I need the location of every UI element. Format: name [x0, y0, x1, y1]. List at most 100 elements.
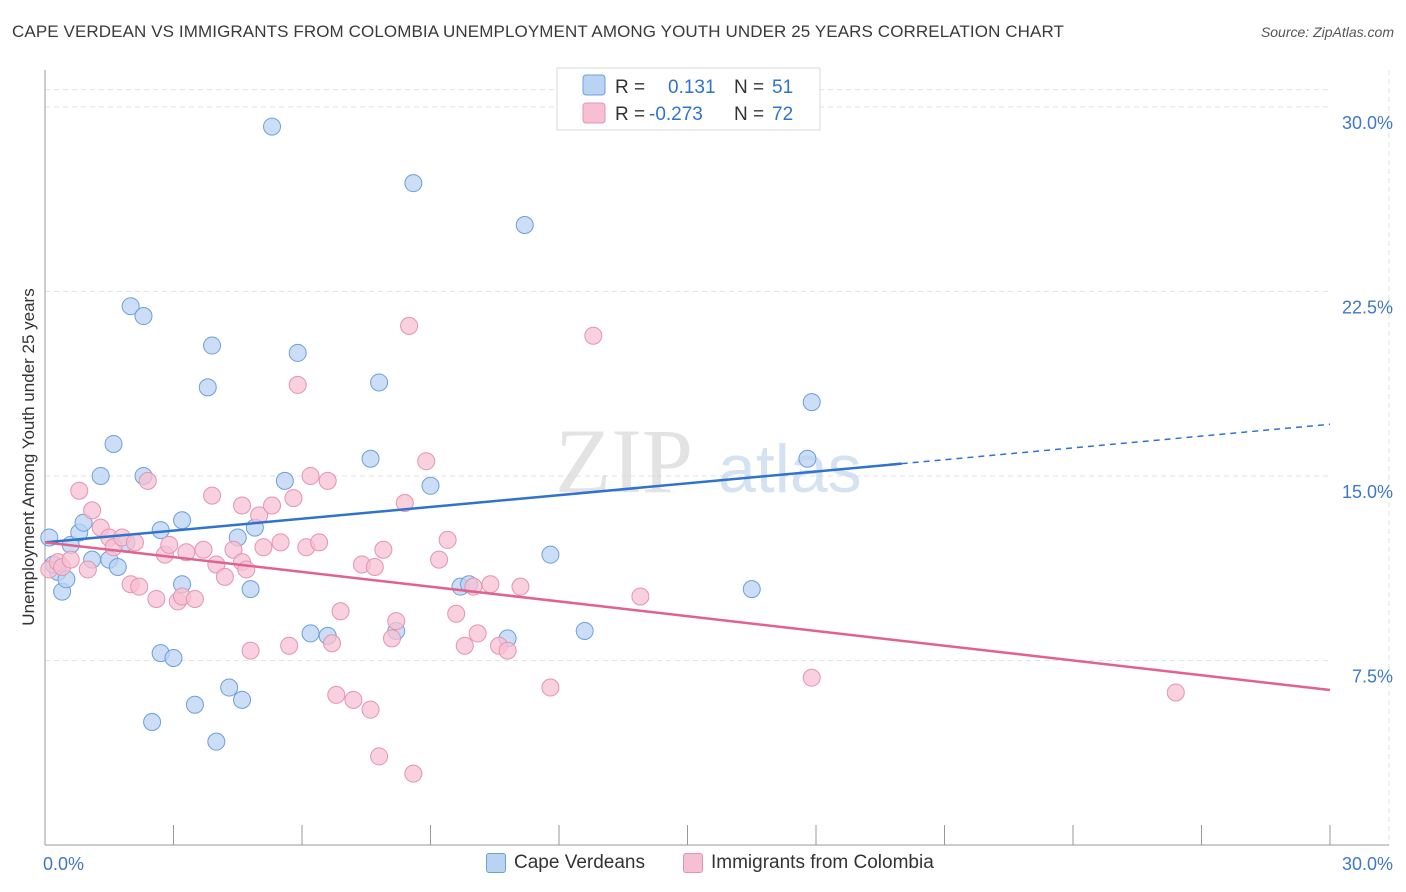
- colombia-point: [374, 540, 393, 559]
- cape-verdean-point: [91, 466, 110, 485]
- series-legend: Cape Verdeans Immigrants from Colombia: [0, 852, 1406, 878]
- colombia-point: [254, 538, 273, 557]
- cape-verdean-point: [164, 649, 183, 668]
- x-tick-label-min: 0.0%: [43, 854, 84, 874]
- legend-n-label-2: N =: [734, 104, 764, 125]
- colombia-point: [1166, 683, 1185, 702]
- x-tick-label-max: 30.0%: [1342, 854, 1393, 874]
- y-tick-label: 7.5%: [1352, 666, 1393, 686]
- cape-verdean-point: [220, 678, 239, 697]
- legend-label-cape-verdeans: Cape Verdeans: [514, 852, 645, 873]
- colombia-point: [511, 577, 530, 596]
- watermark: ZIP atlas: [555, 410, 862, 512]
- colombia-point: [417, 452, 436, 471]
- cape-verdean-point: [121, 297, 140, 316]
- cape-verdean-point: [361, 449, 380, 468]
- cape-verdeans-swatch: [486, 853, 506, 873]
- colombia-trend-line: [44, 541, 1331, 692]
- colombia-point: [125, 533, 144, 552]
- cape-verdean-point: [275, 471, 294, 490]
- colombia-point: [631, 587, 650, 606]
- cape-verdean-point: [108, 557, 127, 576]
- cape-verdean-point: [134, 307, 153, 326]
- y-tick-label: 22.5%: [1342, 297, 1393, 317]
- colombia-point: [395, 494, 414, 513]
- colombia-point: [271, 533, 290, 552]
- colombia-point: [438, 530, 457, 549]
- colombia-point: [147, 589, 166, 608]
- colombia-point: [481, 575, 500, 594]
- colombia-point: [430, 550, 449, 569]
- axis-layer: 7.5% 15.0% 22.5% 30.0% 0.0% 30.0%: [43, 70, 1393, 874]
- colombia-point: [498, 641, 517, 660]
- colombia-swatch: [683, 853, 703, 873]
- points-layer: [40, 117, 1185, 783]
- cape-verdean-point: [263, 117, 282, 136]
- cape-verdean-point: [74, 513, 93, 532]
- trend-layer: [44, 423, 1331, 692]
- colombia-point: [185, 589, 204, 608]
- legend-r-value-2: -0.273: [649, 104, 703, 125]
- cape-verdean-point: [198, 378, 217, 397]
- legend-swatch-blue: [582, 74, 606, 96]
- colombia-point: [160, 535, 179, 554]
- cape-verdean-point: [370, 373, 389, 392]
- colombia-point: [387, 612, 406, 631]
- watermark-zip: ZIP: [555, 410, 693, 512]
- colombia-point: [404, 764, 423, 783]
- cape-verdean-point: [241, 580, 260, 599]
- grid-layer: [45, 70, 1390, 845]
- colombia-point: [447, 604, 466, 623]
- cape-verdean-point: [104, 434, 123, 453]
- legend-item-cape-verdeans: Cape Verdeans: [486, 852, 645, 874]
- legend-r-label-1: R =: [615, 77, 645, 98]
- colombia-point: [331, 602, 350, 621]
- colombia-point: [194, 540, 213, 559]
- colombia-point: [310, 533, 329, 552]
- colombia-point: [365, 557, 384, 576]
- colombia-point: [70, 481, 89, 500]
- cape-verdean-point: [742, 580, 761, 599]
- colombia-point: [203, 486, 222, 505]
- cape-verdean-point: [207, 732, 226, 751]
- colombia-point: [61, 550, 80, 569]
- colombia-point: [207, 555, 226, 574]
- colombia-point: [584, 326, 603, 345]
- cape-verdean-point: [301, 624, 320, 643]
- colombia-point: [301, 466, 320, 485]
- colombia-point: [138, 471, 157, 490]
- colombia-point: [241, 641, 260, 660]
- colombia-point: [370, 747, 389, 766]
- legend-item-colombia: Immigrants from Colombia: [683, 852, 934, 874]
- cape-verdean-trend-extension: [901, 423, 1331, 465]
- legend-n-value-2: 72: [772, 104, 793, 125]
- cape-verdean-point: [404, 174, 423, 193]
- legend-r-value-1: 0.131: [668, 77, 716, 98]
- colombia-point: [400, 316, 419, 335]
- cape-verdean-point: [541, 545, 560, 564]
- cape-verdean-point: [288, 343, 307, 362]
- y-axis-label: Unemployment Among Youth under 25 years: [19, 288, 38, 625]
- colombia-point: [224, 540, 243, 559]
- colombia-point: [130, 577, 149, 596]
- colombia-point: [78, 560, 97, 579]
- colombia-point: [284, 489, 303, 508]
- colombia-point: [802, 668, 821, 687]
- cape-verdean-point: [173, 511, 192, 530]
- cape-verdean-point: [185, 695, 204, 714]
- colombia-point: [468, 624, 487, 643]
- y-tick-label: 30.0%: [1342, 113, 1393, 133]
- cape-verdean-point: [802, 393, 821, 412]
- colombia-point: [327, 685, 346, 704]
- colombia-point: [83, 501, 102, 520]
- cape-verdean-trend-line: [44, 462, 902, 544]
- correlation-legend: R = 0.131 N = 51 R = -0.273 N = 72: [556, 67, 821, 131]
- chart-title: CAPE VERDEAN VS IMMIGRANTS FROM COLOMBIA…: [12, 22, 1065, 41]
- source-credit: Source: ZipAtlas.com: [1260, 24, 1394, 40]
- legend-r-label-2: R =: [615, 104, 645, 125]
- colombia-point: [361, 700, 380, 719]
- colombia-point: [344, 690, 363, 709]
- legend-n-value-1: 51: [772, 77, 793, 98]
- cape-verdean-point: [421, 476, 440, 495]
- colombia-point: [318, 471, 337, 490]
